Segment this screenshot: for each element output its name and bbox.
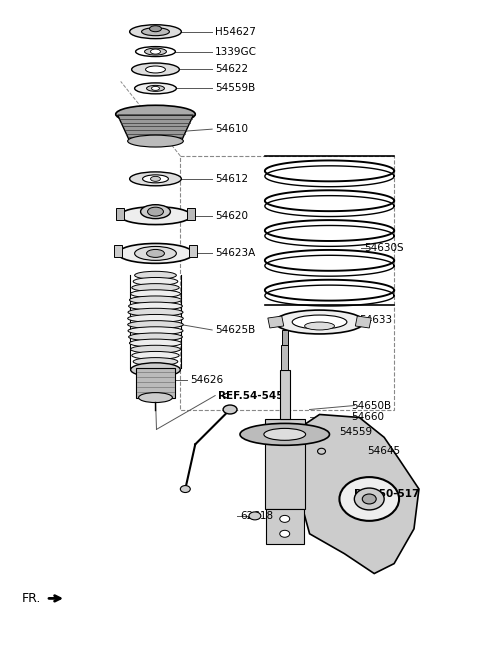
Ellipse shape bbox=[128, 308, 183, 316]
Text: REF.50-517: REF.50-517 bbox=[354, 489, 420, 499]
Text: 54622: 54622 bbox=[215, 65, 248, 75]
Ellipse shape bbox=[141, 205, 170, 218]
Text: 54645: 54645 bbox=[367, 446, 400, 456]
Ellipse shape bbox=[133, 358, 178, 365]
Polygon shape bbox=[265, 419, 305, 509]
Text: 54623A: 54623A bbox=[215, 248, 255, 259]
Polygon shape bbox=[114, 246, 122, 257]
Text: 54660: 54660 bbox=[351, 413, 384, 422]
Ellipse shape bbox=[132, 351, 179, 360]
Text: 54626: 54626 bbox=[190, 375, 223, 385]
Text: 54559: 54559 bbox=[339, 428, 372, 437]
Polygon shape bbox=[116, 207, 124, 220]
Ellipse shape bbox=[249, 512, 261, 520]
Ellipse shape bbox=[116, 105, 195, 123]
Ellipse shape bbox=[146, 249, 165, 257]
Ellipse shape bbox=[146, 86, 165, 91]
Ellipse shape bbox=[280, 515, 290, 522]
Polygon shape bbox=[282, 330, 288, 345]
Polygon shape bbox=[281, 345, 288, 370]
Ellipse shape bbox=[280, 530, 290, 537]
Ellipse shape bbox=[362, 494, 376, 504]
Ellipse shape bbox=[305, 322, 335, 330]
Ellipse shape bbox=[275, 310, 364, 334]
Ellipse shape bbox=[128, 327, 183, 335]
Ellipse shape bbox=[128, 135, 183, 147]
Ellipse shape bbox=[180, 485, 190, 492]
Ellipse shape bbox=[147, 207, 164, 216]
Ellipse shape bbox=[128, 321, 183, 329]
Ellipse shape bbox=[131, 345, 180, 353]
Ellipse shape bbox=[134, 272, 176, 279]
Polygon shape bbox=[266, 509, 304, 544]
Ellipse shape bbox=[130, 172, 181, 186]
Ellipse shape bbox=[130, 296, 181, 304]
Ellipse shape bbox=[130, 339, 181, 347]
Text: 54559B: 54559B bbox=[215, 84, 255, 93]
Ellipse shape bbox=[134, 83, 176, 94]
Ellipse shape bbox=[152, 86, 159, 90]
Ellipse shape bbox=[142, 28, 169, 36]
Ellipse shape bbox=[131, 363, 180, 376]
Ellipse shape bbox=[133, 277, 178, 285]
Ellipse shape bbox=[128, 314, 183, 323]
Text: 54625B: 54625B bbox=[215, 325, 255, 335]
Ellipse shape bbox=[223, 405, 237, 414]
Ellipse shape bbox=[144, 48, 167, 55]
Ellipse shape bbox=[136, 47, 175, 56]
Ellipse shape bbox=[129, 302, 182, 310]
Bar bbox=[180, 156, 394, 410]
Text: H54627: H54627 bbox=[215, 27, 256, 37]
Ellipse shape bbox=[150, 26, 161, 32]
Text: 62618: 62618 bbox=[240, 511, 273, 521]
Ellipse shape bbox=[240, 423, 329, 445]
Text: 54650B: 54650B bbox=[351, 400, 392, 411]
Ellipse shape bbox=[318, 448, 325, 454]
Ellipse shape bbox=[120, 207, 192, 225]
Ellipse shape bbox=[151, 176, 160, 181]
Text: 54630S: 54630S bbox=[364, 244, 404, 253]
Polygon shape bbox=[295, 415, 419, 573]
Ellipse shape bbox=[292, 315, 347, 329]
Ellipse shape bbox=[118, 244, 193, 263]
Polygon shape bbox=[187, 207, 195, 220]
Text: 54612: 54612 bbox=[215, 174, 248, 184]
Ellipse shape bbox=[339, 477, 399, 521]
Polygon shape bbox=[118, 115, 193, 141]
Ellipse shape bbox=[145, 66, 166, 73]
Ellipse shape bbox=[354, 488, 384, 510]
Ellipse shape bbox=[130, 25, 181, 39]
Ellipse shape bbox=[134, 246, 176, 260]
Polygon shape bbox=[280, 370, 290, 419]
Text: 1339GC: 1339GC bbox=[215, 47, 257, 56]
Ellipse shape bbox=[132, 63, 180, 76]
Text: REF.54-545: REF.54-545 bbox=[218, 391, 284, 400]
Polygon shape bbox=[355, 316, 371, 328]
Polygon shape bbox=[136, 368, 175, 398]
Ellipse shape bbox=[132, 284, 179, 292]
Text: FR.: FR. bbox=[21, 592, 41, 605]
Ellipse shape bbox=[139, 393, 172, 402]
Ellipse shape bbox=[131, 290, 180, 297]
Ellipse shape bbox=[151, 49, 160, 54]
Text: 54610: 54610 bbox=[215, 124, 248, 134]
Ellipse shape bbox=[129, 333, 182, 341]
Polygon shape bbox=[189, 246, 197, 257]
Text: 54633: 54633 bbox=[360, 315, 393, 325]
Ellipse shape bbox=[143, 175, 168, 183]
Ellipse shape bbox=[134, 364, 176, 372]
Text: 54620: 54620 bbox=[215, 211, 248, 220]
Ellipse shape bbox=[264, 428, 306, 441]
Polygon shape bbox=[268, 316, 284, 328]
